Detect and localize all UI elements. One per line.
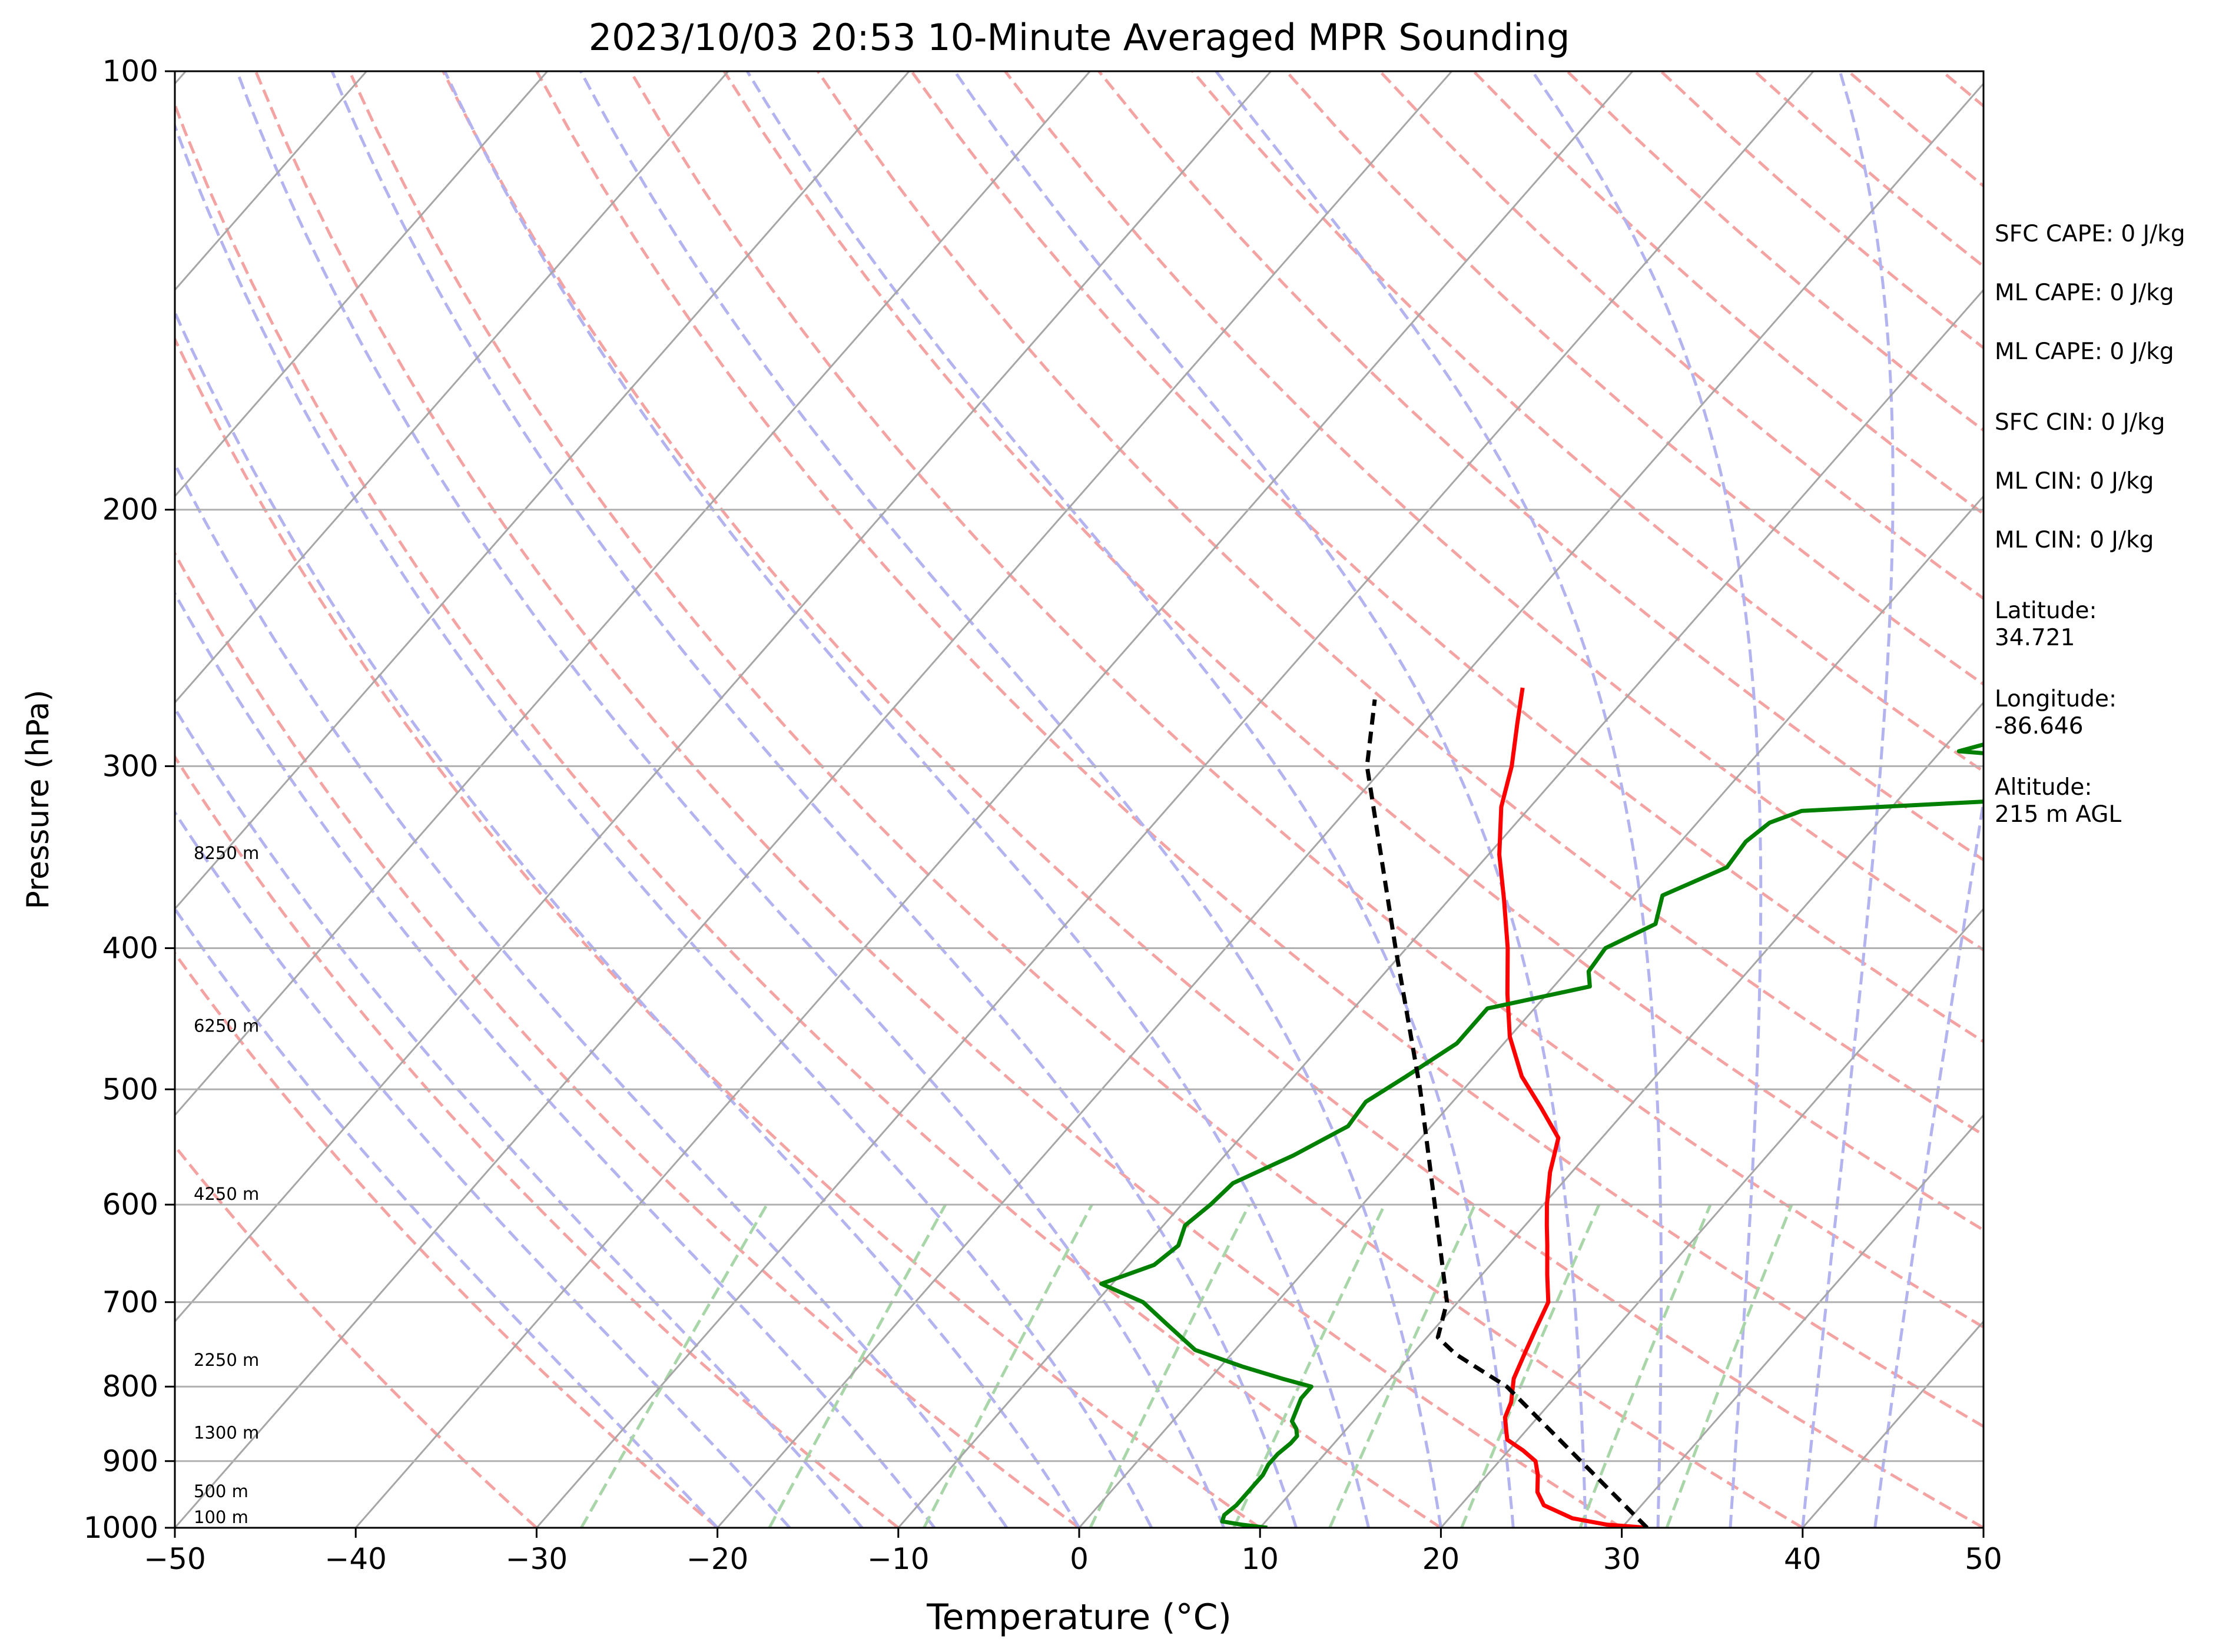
x-tick-label: 40 <box>1784 1542 1822 1576</box>
mixing-ratio-line <box>580 1203 768 1528</box>
x-axis-ticks: −50 −40 −30 −20 −10 0 10 20 30 40 50 <box>144 1528 2002 1576</box>
altitude-value: Altitude: 215 m AGL <box>1995 774 2122 828</box>
moist-adiabat-line <box>1873 792 1983 1528</box>
moist-adiabat-line <box>175 705 864 1528</box>
latitude-value: Latitude: 34.721 <box>1995 598 2097 651</box>
isotherm-line <box>175 71 1272 1323</box>
y-tick-label: 500 <box>102 1072 158 1106</box>
dry-adiabat-line <box>175 1143 538 1528</box>
y-tick-label: 600 <box>102 1187 158 1222</box>
moist-adiabat-line <box>175 591 936 1528</box>
ml-cin-value-2: ML CIN: 0 J/kg <box>1995 527 2154 553</box>
parcel-line <box>1365 699 1649 1528</box>
moist-adiabat-line <box>745 71 1515 1528</box>
moist-adiabat-line <box>175 460 1009 1528</box>
ml-cin-value: ML CIN: 0 J/kg <box>1995 468 2154 495</box>
moist-adiabat-line <box>175 906 719 1528</box>
dry-adiabat-line <box>722 71 1983 1232</box>
dry-adiabat-line <box>175 951 719 1528</box>
dry-adiabat-line <box>348 71 1804 1528</box>
isotherm-line <box>897 288 1983 1528</box>
y-tick-label: 400 <box>102 931 158 965</box>
dry-adiabat-line <box>175 101 1442 1528</box>
x-tick-label: 30 <box>1603 1542 1641 1576</box>
mixing-ratio-line <box>1665 1204 1793 1528</box>
height-label: 4250 m <box>194 1184 259 1204</box>
moist-adiabat-line <box>953 71 1587 1528</box>
moist-adiabat-line <box>579 71 1442 1528</box>
moist-adiabat-line <box>175 308 1081 1528</box>
dry-adiabat-line <box>1097 71 1983 862</box>
y-tick-label: 100 <box>102 54 158 88</box>
dry-adiabat-line <box>817 71 1983 1137</box>
y-axis-ticks: 100 200 300 400 500 600 700 800 900 1000 <box>84 54 175 1545</box>
x-tick-label: −50 <box>144 1542 206 1576</box>
y-tick-label: 1000 <box>84 1511 158 1545</box>
y-tick-label: 200 <box>102 493 158 527</box>
dry-adiabat-line <box>535 71 1983 1428</box>
isotherm-line <box>175 71 1452 1528</box>
longitude-value: Longitude: -86.646 <box>1995 686 2117 739</box>
x-tick-label: 10 <box>1241 1542 1279 1576</box>
x-tick-label: −20 <box>686 1542 749 1576</box>
isotherm-line <box>1621 1113 1983 1528</box>
moist-adiabat-line <box>330 71 1298 1528</box>
isotherm-line <box>175 71 729 704</box>
y-tick-label: 300 <box>102 749 158 783</box>
x-tick-label: 50 <box>1965 1542 2002 1576</box>
height-label: 8250 m <box>194 843 259 863</box>
dry-adiabat-line <box>175 336 1261 1528</box>
dewpoint-line <box>1099 742 1983 1528</box>
isotherm-line <box>175 71 1091 1117</box>
isotherm-line <box>1078 495 1983 1528</box>
x-axis-label: Temperature (°C) <box>926 1597 1232 1638</box>
sounding-series <box>1099 687 1983 1528</box>
moist-adiabat-line <box>235 71 1226 1528</box>
height-label: 2250 m <box>194 1350 259 1370</box>
y-axis-label: Pressure (hPa) <box>21 690 56 910</box>
dry-adiabat-line <box>254 71 1623 1528</box>
moist-adiabat-line <box>175 810 791 1528</box>
x-tick-label: −10 <box>867 1542 930 1576</box>
x-tick-label: 20 <box>1422 1542 1460 1576</box>
chart-title: 2023/10/03 20:53 10-Minute Averaged MPR … <box>589 16 1570 59</box>
moist-adiabat-line <box>1531 71 1763 1528</box>
dry-adiabat-line <box>442 71 1983 1528</box>
x-tick-label: 0 <box>1070 1542 1089 1576</box>
x-tick-label: −30 <box>506 1542 568 1576</box>
y-tick-label: 900 <box>102 1444 158 1478</box>
dry-adiabat-line <box>175 550 1080 1528</box>
dry-adiabat-line <box>1004 71 1983 952</box>
isotherm-line <box>717 82 1983 1528</box>
moist-adiabat-line <box>175 122 1153 1528</box>
height-label: 500 m <box>194 1481 248 1501</box>
sfc-cape-value: SFC CAPE: 0 J/kg <box>1995 221 2185 247</box>
isotherm-line <box>355 71 1634 1528</box>
x-tick-label: −40 <box>324 1542 387 1576</box>
y-tick-label: 800 <box>102 1369 158 1404</box>
ml-cape-value: ML CAPE: 0 J/kg <box>1995 280 2174 306</box>
dry-adiabat-line <box>1285 71 1983 686</box>
isotherm-line <box>536 71 1815 1528</box>
isotherm-line <box>175 71 548 498</box>
y-tick-label: 700 <box>102 1285 158 1319</box>
moist-adiabat-line <box>1801 71 1895 1528</box>
isotherm-line <box>0 71 5 1528</box>
mixing-ratio-line <box>923 1203 1093 1528</box>
temperature-line <box>1497 687 1647 1528</box>
height-label: 100 m <box>194 1507 248 1527</box>
dry-adiabat-line <box>629 71 1983 1329</box>
moist-adiabat-line <box>1215 71 1663 1528</box>
isotherm-line <box>1259 701 1983 1528</box>
height-labels: 8250 m 6250 m 4250 m 2250 m 1300 m 500 m 100 m <box>194 843 259 1527</box>
sfc-cin-value: SFC CIN: 0 J/kg <box>1995 409 2165 436</box>
background-lines <box>0 71 1983 1528</box>
ml-cape-value-2: ML CAPE: 0 J/kg <box>1995 339 2174 365</box>
height-label: 6250 m <box>194 1016 259 1036</box>
moist-adiabat-line <box>443 71 1370 1528</box>
isotherm-line <box>175 71 910 911</box>
isotherm-line <box>1440 907 1983 1528</box>
height-label: 1300 m <box>194 1423 259 1443</box>
